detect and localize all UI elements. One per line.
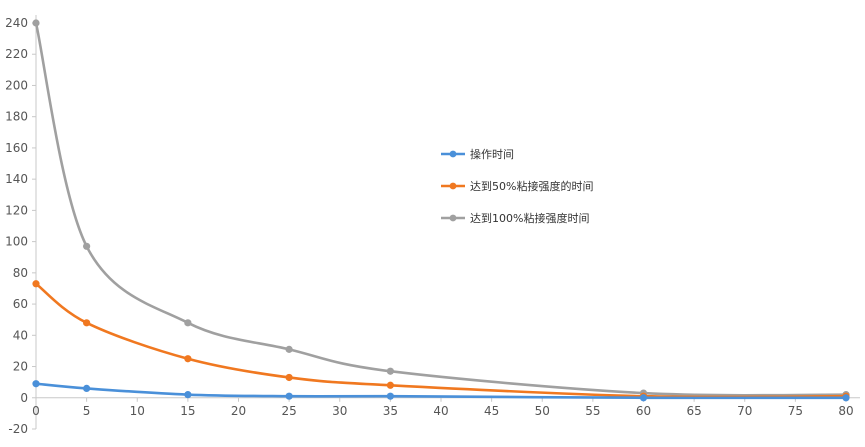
y-tick-label: 120 (5, 203, 28, 217)
data-point (285, 345, 293, 353)
data-point (184, 319, 192, 327)
x-tick-label: 50 (535, 404, 550, 418)
legend-marker (449, 182, 457, 190)
data-point (83, 242, 91, 250)
x-tick-label: 75 (788, 404, 803, 418)
data-point (32, 380, 40, 388)
x-tick-label: 65 (686, 404, 701, 418)
series-line (34, 382, 848, 400)
series-line (34, 282, 848, 399)
y-tick-label: -20 (8, 422, 28, 436)
x-tick-label: 70 (737, 404, 752, 418)
x-tick-label: 15 (180, 404, 195, 418)
axes: -20 0 20 40 60 80 100 120 140 160 180 200 220 240 0 5 10… (5, 15, 860, 436)
x-tick-label: 25 (281, 404, 296, 418)
data-point (184, 391, 192, 399)
legend-label: 达到50%粘接强度的时间 (470, 179, 593, 193)
data-point (285, 373, 293, 382)
x-tick-label: 35 (383, 404, 398, 418)
y-tick-label: 40 (13, 328, 28, 342)
series-line (34, 21, 848, 397)
x-tick-label: 5 (83, 404, 91, 418)
y-tick-label: 160 (5, 141, 28, 155)
data-point (32, 280, 40, 288)
x-tick-label: 60 (636, 404, 651, 418)
legend-marker (449, 150, 457, 158)
data-point (386, 381, 394, 389)
y-tick-label: 60 (13, 297, 28, 311)
y-tick-label: 220 (5, 47, 28, 61)
x-tick-label: 0 (32, 404, 40, 418)
x-tick-label: 40 (433, 404, 448, 418)
y-tick-label: 0 (20, 391, 28, 405)
legend-label: 达到100%粘接强度时间 (470, 211, 589, 225)
data-point (386, 367, 394, 375)
x-tick-label: 30 (332, 404, 347, 418)
x-tick-label: 55 (585, 404, 600, 418)
data-point (83, 384, 91, 392)
x-tick-label: 10 (130, 404, 145, 418)
plot-area (32, 19, 850, 402)
y-tick-label: 180 (5, 110, 28, 124)
legend-label: 操作时间 (470, 147, 514, 161)
y-tick-label: 200 (5, 78, 28, 92)
data-point (184, 355, 192, 363)
x-tick-label: 80 (838, 404, 853, 418)
y-tick-label: 20 (13, 360, 28, 374)
data-point (285, 392, 293, 400)
data-point (842, 394, 850, 402)
data-point (386, 392, 394, 400)
data-point (32, 19, 40, 27)
y-tick-label: 240 (5, 16, 28, 30)
y-tick-label: 80 (13, 266, 28, 280)
y-tick-label: 100 (5, 235, 28, 249)
x-tick-label: 45 (484, 404, 499, 418)
x-tick-label: 20 (231, 404, 246, 418)
legend-marker (449, 214, 457, 222)
data-point (639, 394, 648, 402)
data-point (83, 319, 91, 327)
y-tick-label: 140 (5, 172, 28, 186)
